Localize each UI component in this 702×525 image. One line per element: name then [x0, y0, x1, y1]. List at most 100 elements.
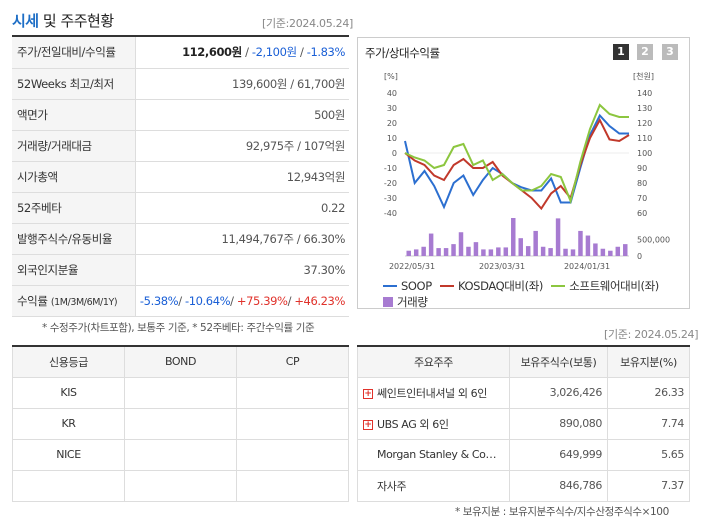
volume-bar: [578, 230, 583, 256]
row-label: 외국인지분율: [12, 254, 136, 286]
price-change: -2,100원: [251, 45, 297, 60]
shareholder-name-cell: 자사주: [357, 469, 510, 502]
return-6m: +75.39%: [236, 293, 288, 308]
x-axis-tick-label: 2023/03/31: [479, 262, 525, 271]
chart-page-3-button[interactable]: 3: [662, 44, 678, 60]
return-label: 수익률: [17, 293, 48, 308]
stock-info-table: 주가/전일대비/수익률 112,600원 / -2,100원 / -1.83% …: [12, 37, 349, 317]
row-label: 52주베타: [12, 192, 136, 224]
row-value: 500원: [135, 99, 349, 131]
volume-bar: [496, 247, 501, 256]
right-axis-unit: [천원]: [633, 71, 654, 81]
shareholder-name-cell[interactable]: + UBS AG 외 6인: [357, 407, 510, 440]
row-label: 발행주식수/유동비율: [12, 223, 136, 255]
chart-page-2-button[interactable]: 2: [637, 44, 653, 60]
header-cell: 신용등급: [12, 345, 125, 378]
shareholder-name-cell: Morgan Stanley & Co…: [357, 438, 510, 471]
left-axis-tick-label: 20: [387, 119, 397, 128]
table-row: NICE: [12, 438, 349, 471]
volume-bar: [436, 248, 441, 256]
row-value: 92,975주 / 107억원: [135, 130, 349, 162]
legend-swatch: [440, 285, 455, 287]
base-date: [기준:2024.05.24]: [262, 17, 354, 30]
legend-label: KOSDAQ대비(좌): [458, 279, 543, 293]
left-axis-tick-label: -30: [384, 194, 397, 203]
table-row: 액면가 500원: [12, 99, 349, 131]
volume-bar: [421, 246, 426, 256]
table-row: 발행주식수/유동비율 11,494,767주 / 66.30%: [12, 223, 349, 255]
right-axis-tick-label: 80: [637, 179, 647, 188]
row-value: 37.30%: [135, 254, 349, 286]
table-row: 52주베타 0.22: [12, 192, 349, 224]
agency-cell: NICE: [12, 438, 125, 471]
left-axis-tick-label: -20: [384, 179, 397, 188]
left-axis-tick-label: 0: [392, 149, 397, 158]
shareholder-name-cell[interactable]: + 쎄인트인터내셔널 외 6인: [357, 376, 510, 409]
legend-swatch: [383, 297, 393, 307]
table-row: KR: [12, 407, 349, 440]
volume-bar: [563, 248, 568, 256]
pct-cell: 7.37: [607, 469, 690, 502]
pct-cell: 7.74: [607, 407, 690, 440]
bond-cell: [124, 438, 237, 471]
table-row: 수익률 (1M/3M/6M/1Y) -5.38%/ -10.64%/ +75.3…: [12, 285, 349, 317]
section-title: 시세 및 주주현황: [12, 10, 114, 31]
table-row: 외국인지분율 37.30%: [12, 254, 349, 286]
empty-cell: [12, 469, 125, 502]
row-label: 시가총액: [12, 161, 136, 193]
credit-rating-table: 신용등급 BOND CP KIS KR NICE: [12, 345, 349, 502]
shares-cell: 3,026,426: [509, 376, 608, 409]
x-axis-tick-label: 2022/05/31: [389, 262, 435, 271]
volume-bar: [600, 248, 606, 256]
legend-label: 소프트웨어대비(좌): [569, 279, 659, 293]
chart-page-1-button[interactable]: 1: [613, 44, 629, 60]
volume-bar: [615, 246, 621, 256]
row-label: 액면가: [12, 99, 136, 131]
agency-cell: KIS: [12, 376, 125, 409]
volume-bar: [406, 250, 411, 256]
volume-bar: [570, 249, 576, 256]
header-cell: 주요주주: [357, 345, 510, 378]
table-row: 52Weeks 최고/최저 139,600원 / 61,700원: [12, 68, 349, 100]
row-value: 11,494,767주 / 66.30%: [135, 223, 349, 255]
section-title-rest: 및 주주현황: [38, 12, 114, 30]
series-line: [404, 103, 629, 205]
expand-icon[interactable]: +: [363, 419, 373, 430]
expand-icon[interactable]: +: [363, 388, 373, 399]
table-row: [12, 469, 349, 502]
price-value: 112,600원 / -2,100원 / -1.83%: [135, 37, 349, 69]
row-value: 12,943억원: [135, 161, 349, 193]
row-value: 139,600원 / 61,700원: [135, 68, 349, 100]
table-row: KIS: [12, 376, 349, 409]
left-axis-tick-label: 10: [387, 134, 397, 143]
header-cell: 보유주식수(보통): [509, 345, 608, 378]
volume-bar: [623, 244, 628, 256]
volume-bar: [503, 247, 509, 256]
volume-axis-tick-label: 0: [637, 252, 642, 261]
volume-bar: [518, 238, 523, 256]
price-rate: -1.83%: [306, 45, 346, 60]
legend-label: 거래량: [397, 295, 428, 309]
series-line: [404, 113, 629, 210]
volume-bar: [585, 235, 591, 256]
cp-cell: [236, 407, 349, 440]
volume-bar: [533, 230, 538, 256]
section-title-accent: 시세: [12, 12, 39, 30]
legend-item-soop: SOOP: [383, 279, 432, 293]
volume-bar: [473, 242, 479, 256]
table-row: 거래량/거래대금 92,975주 / 107억원: [12, 130, 349, 162]
table-row: + 쎄인트인터내셔널 외 6인 3,026,426 26.33: [357, 376, 690, 409]
row-label: 52Weeks 최고/최저: [12, 68, 136, 100]
shares-cell: 649,999: [509, 438, 608, 471]
shareholders-table: 주요주주 보유주식수(보통) 보유지분(%) + 쎄인트인터내셔널 외 6인 3,…: [357, 345, 690, 502]
right-axis-tick-label: 140: [637, 89, 652, 98]
right-axis-tick-label: 100: [637, 149, 652, 158]
right-axis-tick-label: 60: [637, 209, 647, 218]
bond-cell: [124, 376, 237, 409]
table-header: 신용등급 BOND CP: [12, 345, 349, 378]
table-row: + UBS AG 외 6인 890,080 7.74: [357, 407, 690, 440]
stock-info-note: * 수정주가(차트포함), 보통주 기준, * 52주베타: 주간수익률 기준: [42, 322, 315, 334]
row-label: 수익률 (1M/3M/6M/1Y): [12, 285, 136, 317]
cp-cell: [236, 376, 349, 409]
